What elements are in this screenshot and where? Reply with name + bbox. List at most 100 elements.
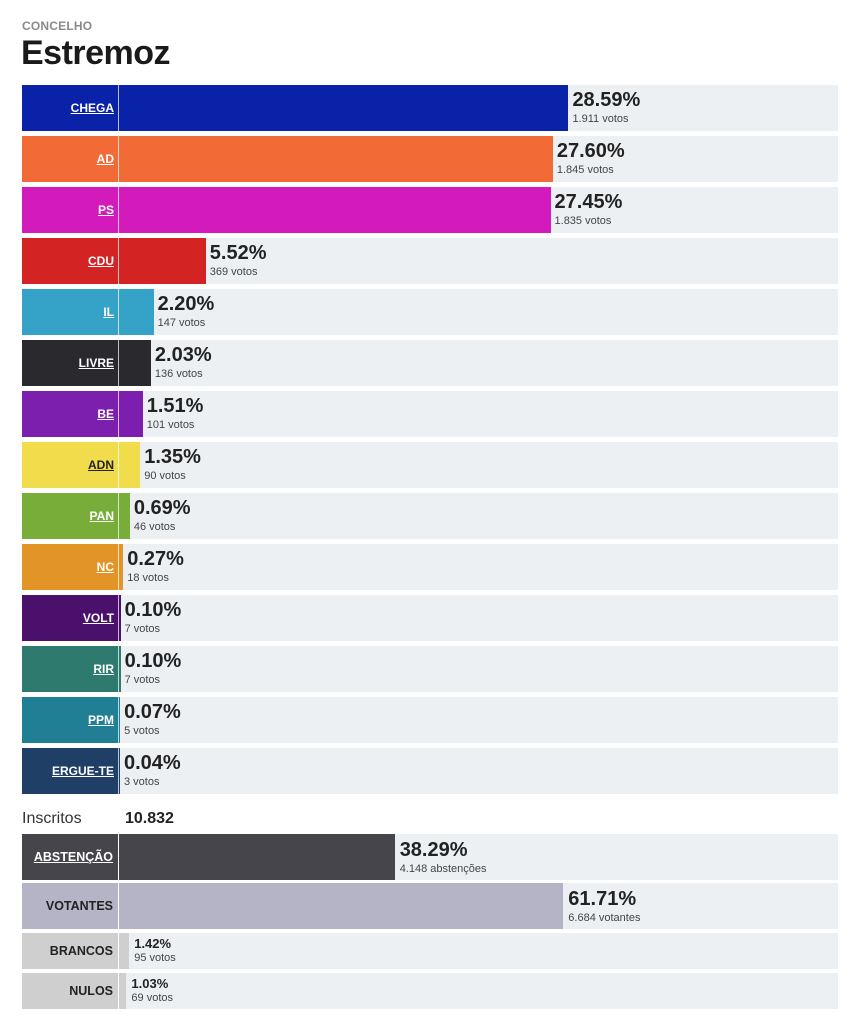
- percent-label: 0.07%: [124, 701, 181, 723]
- percent-label: 0.69%: [133, 497, 191, 519]
- turnout-bar-brancos: [118, 933, 130, 969]
- votes-label: 7 votos: [124, 623, 161, 635]
- value-label: 0.04% 3 votos: [124, 752, 181, 789]
- turnout-row-brancos: BRANCOS 1.42% 95 votos: [22, 933, 838, 969]
- bar-ad: [118, 136, 553, 182]
- votes-label: 7 votos: [124, 674, 161, 686]
- value-label: 27.45% 1.835 votos: [555, 191, 623, 228]
- percent-label: 38.29%: [399, 839, 468, 861]
- percent-label: 61.71%: [568, 888, 637, 910]
- percent-label: 1.03%: [131, 976, 169, 991]
- value-label: 5.52% 369 votos: [210, 242, 267, 279]
- bar-livre: [118, 340, 151, 386]
- party-row-rir: RIR 0.10% 7 votos: [22, 646, 838, 692]
- party-row-be: BE 1.51% 101 votos: [22, 391, 838, 437]
- percent-label: 1.51%: [146, 395, 204, 417]
- party-label-pan[interactable]: PAN: [22, 493, 118, 539]
- party-row-ps: PS 27.45% 1.835 votos: [22, 187, 838, 233]
- party-label-il[interactable]: IL: [22, 289, 118, 335]
- bar-ppm: [118, 697, 121, 743]
- turnout-value-label: 1.42% 95 votos: [134, 936, 176, 965]
- votes-label: 90 votos: [144, 470, 186, 482]
- party-row-il: IL 2.20% 147 votos: [22, 289, 838, 335]
- party-label-ergue-te[interactable]: ERGUE-TE: [22, 748, 118, 794]
- party-row-livre: LIVRE 2.03% 136 votos: [22, 340, 838, 386]
- votes-label: 1.845 votos: [556, 164, 614, 176]
- bar-pan: [118, 493, 130, 539]
- value-label: 2.03% 136 votos: [155, 344, 212, 381]
- percent-label: 1.35%: [144, 446, 201, 468]
- party-row-ergue-te: ERGUE-TE 0.04% 3 votos: [22, 748, 838, 794]
- inscritos-label: Inscritos: [22, 810, 82, 827]
- votes-label: 5 votos: [124, 725, 160, 737]
- percent-label: 0.04%: [124, 752, 181, 774]
- percent-label: 0.10%: [124, 650, 182, 672]
- value-label: 2.20% 147 votos: [158, 293, 215, 330]
- party-row-nc: NC 0.27% 18 votos: [22, 544, 838, 590]
- bar-ps: [118, 187, 551, 233]
- value-label: 1.51% 101 votos: [147, 395, 204, 432]
- turnout-label-abstenção[interactable]: ABSTENÇÃO: [22, 834, 118, 880]
- percent-label: 27.45%: [554, 191, 623, 213]
- turnout-bar-votantes: [118, 883, 564, 929]
- party-label-ppm[interactable]: PPM: [22, 697, 118, 743]
- percent-label: 5.52%: [209, 242, 267, 264]
- bar-nc: [118, 544, 124, 590]
- party-label-livre[interactable]: LIVRE: [22, 340, 118, 386]
- turnout-row-abstenção: ABSTENÇÃO 38.29% 4.148 abstenções: [22, 834, 838, 880]
- votes-label: 369 votos: [209, 266, 258, 278]
- turnout-value-label: 1.03% 69 votos: [131, 976, 173, 1005]
- count-label: 6.684 votantes: [568, 912, 641, 924]
- party-label-ps[interactable]: PS: [22, 187, 118, 233]
- party-row-cdu: CDU 5.52% 369 votos: [22, 238, 838, 284]
- votes-label: 1.911 votos: [572, 113, 629, 125]
- value-label: 0.10% 7 votos: [125, 599, 182, 636]
- votes-label: 1.835 votos: [554, 215, 612, 227]
- count-label: 95 votos: [134, 952, 176, 964]
- page-title: Estremoz: [21, 34, 171, 72]
- percent-label: 1.42%: [134, 936, 172, 951]
- votes-label: 101 votos: [146, 419, 195, 431]
- percent-label: 2.20%: [157, 293, 215, 315]
- party-label-be[interactable]: BE: [22, 391, 118, 437]
- value-label: 28.59% 1.911 votos: [572, 89, 640, 126]
- party-label-nc[interactable]: NC: [22, 544, 118, 590]
- party-label-ad[interactable]: AD: [22, 136, 118, 182]
- turnout-label-votantes: VOTANTES: [22, 883, 118, 929]
- party-label-volt[interactable]: VOLT: [22, 595, 118, 641]
- party-label-adn[interactable]: ADN: [22, 442, 118, 488]
- section-kicker: CONCELHO: [22, 19, 93, 33]
- value-label: 0.10% 7 votos: [125, 650, 182, 687]
- value-label: 0.69% 46 votos: [134, 497, 191, 534]
- party-label-chega[interactable]: CHEGA: [22, 85, 118, 131]
- votes-label: 18 votos: [127, 572, 169, 584]
- party-row-volt: VOLT 0.10% 7 votos: [22, 595, 838, 641]
- turnout-value-label: 61.71% 6.684 votantes: [568, 888, 640, 925]
- turnout-label-nulos: NULOS: [22, 973, 118, 1009]
- party-row-pan: PAN 0.69% 46 votos: [22, 493, 838, 539]
- inscritos-value: 10.832: [125, 810, 174, 827]
- count-label: 69 votos: [131, 992, 173, 1004]
- bar-cdu: [118, 238, 206, 284]
- party-label-cdu[interactable]: CDU: [22, 238, 118, 284]
- bar-volt: [118, 595, 121, 641]
- value-label: 1.35% 90 votos: [144, 446, 201, 483]
- bar-rir: [118, 646, 121, 692]
- votes-label: 147 votos: [157, 317, 206, 329]
- turnout-label-brancos: BRANCOS: [22, 933, 118, 969]
- bar-be: [118, 391, 143, 437]
- votes-label: 46 votos: [133, 521, 176, 533]
- turnout-row-votantes: VOTANTES 61.71% 6.684 votantes: [22, 883, 838, 929]
- value-label: 0.07% 5 votos: [124, 701, 181, 738]
- votes-label: 136 votos: [154, 368, 203, 380]
- party-label-rir[interactable]: RIR: [22, 646, 118, 692]
- turnout-bar-abstenção: [118, 834, 395, 880]
- percent-label: 28.59%: [572, 89, 641, 111]
- turnout-bar-nulos: [118, 973, 127, 1009]
- turnout-row-nulos: NULOS 1.03% 69 votos: [22, 973, 838, 1009]
- count-label: 4.148 abstenções: [399, 863, 487, 875]
- bar-adn: [118, 442, 141, 488]
- bar-chega: [118, 85, 569, 131]
- percent-label: 0.27%: [127, 548, 184, 570]
- bar-ergue-te: [118, 748, 120, 794]
